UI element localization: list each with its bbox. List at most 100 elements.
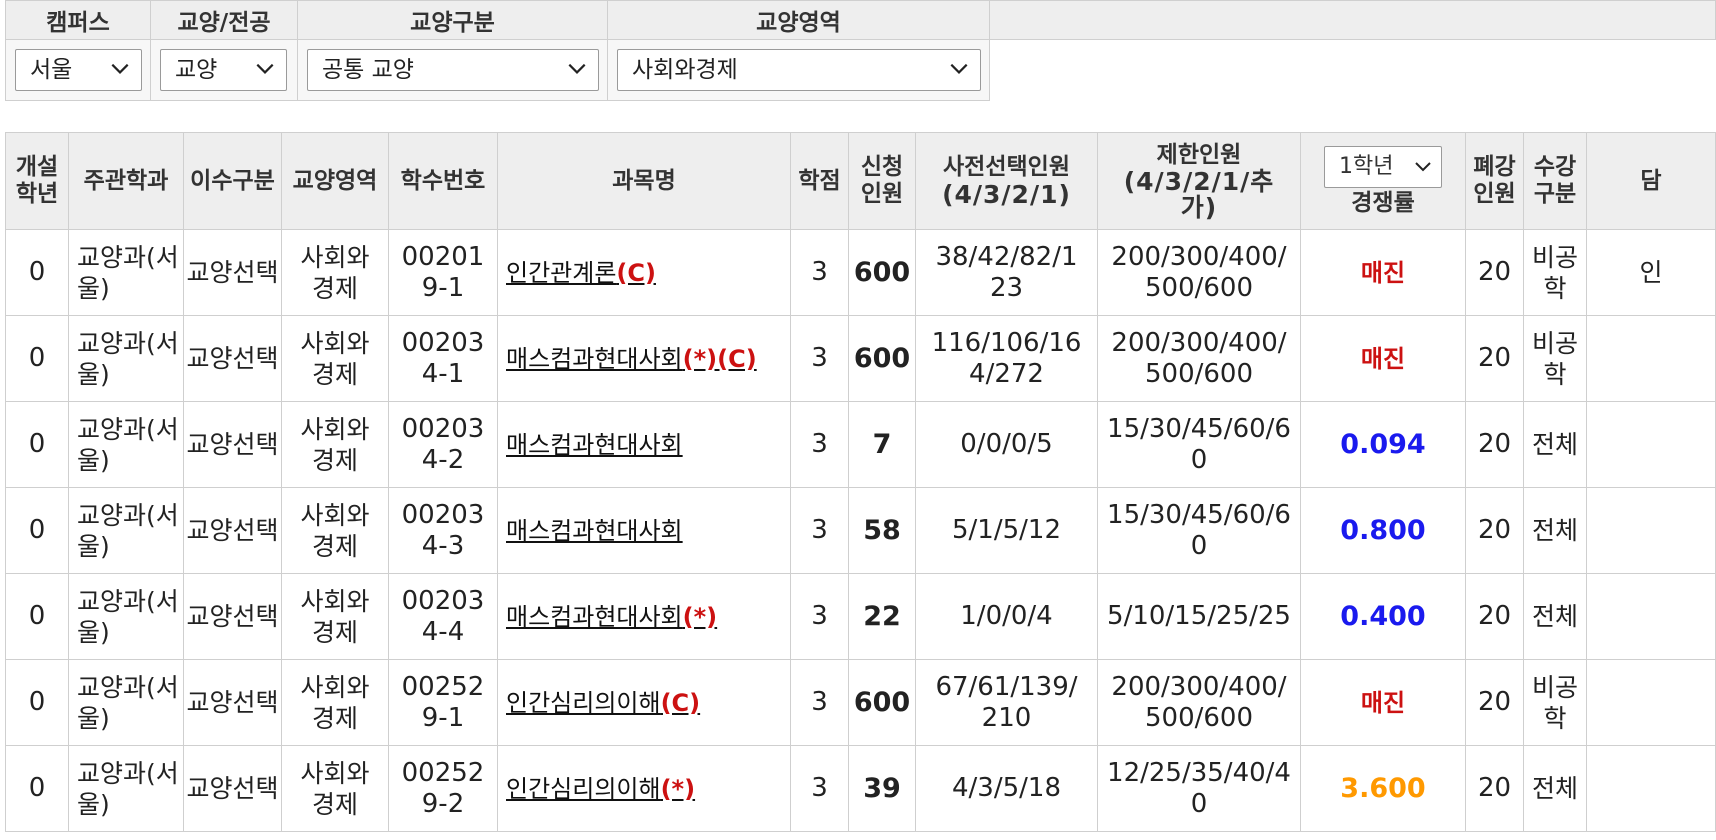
cell-preselect: 1/0/0/4: [915, 573, 1098, 660]
cell-course-name: 매스컴과현대사회(*)(C): [497, 315, 791, 402]
cell-competition: 0.400: [1300, 573, 1466, 660]
cell-department: 교양과(서울): [68, 573, 184, 660]
cell-competition: 매진: [1300, 315, 1466, 402]
col-department: 주관학과: [68, 132, 184, 230]
campus-filter-label: 캠퍼스: [5, 0, 151, 40]
course-link[interactable]: 인간관계론(C): [506, 258, 656, 287]
cell-completion: 교양선택: [183, 745, 282, 832]
cell-competition: 매진: [1300, 659, 1466, 746]
course-link[interactable]: 매스컴과현대사회: [506, 430, 683, 459]
cell-completion: 교양선택: [183, 315, 282, 402]
category-filter-label: 교양구분: [297, 0, 608, 40]
cell-area: 사회와경제: [281, 745, 389, 832]
grade-select-value: 1학년: [1339, 153, 1394, 179]
cell-applicants: 58: [848, 487, 916, 574]
cell-completion: 교양선택: [183, 487, 282, 574]
table-row: 0 교양과(서울) 교양선택 사회와경제 002034-2 매스컴과현대사회 3 7 0/0/0…: [5, 401, 1716, 488]
cell-credits: 3: [790, 487, 849, 574]
cell-grade-year: 0: [5, 401, 69, 488]
table-row: 0 교양과(서울) 교양선택 사회와경제 002019-1 인간관계론(C) 3 600 38/…: [5, 229, 1716, 316]
cell-applicants: 39: [848, 745, 916, 832]
type-filter-label: 교양/전공: [150, 0, 298, 40]
col-cancel: 폐강인원: [1465, 132, 1524, 230]
cell-course-no: 002034-3: [388, 487, 498, 574]
cell-cancel: 20: [1465, 315, 1524, 402]
chevron-down-icon: [950, 63, 968, 74]
cell-applicants: 7: [848, 401, 916, 488]
chevron-down-icon: [1415, 161, 1431, 171]
grade-select[interactable]: 1학년: [1324, 145, 1442, 188]
cell-completion: 교양선택: [183, 659, 282, 746]
cell-cancel: 20: [1465, 659, 1524, 746]
course-link[interactable]: 인간심리의이해(C): [506, 688, 701, 717]
cell-grade-year: 0: [5, 315, 69, 402]
cell-next-cut: [1586, 315, 1716, 402]
course-results-table: 개설학년 주관학과 이수구분 교양영역 학수번호 과목명 학점 신청인원 사전선…: [5, 132, 1716, 832]
cell-cancel: 20: [1465, 401, 1524, 488]
type-select[interactable]: 교양: [160, 49, 287, 91]
cell-credits: 3: [790, 573, 849, 660]
area-filter-label: 교양영역: [607, 0, 990, 40]
cell-next-cut: [1586, 659, 1716, 746]
table-row: 0 교양과(서울) 교양선택 사회와경제 002529-2 인간심리의이해(*) 3 39 4/…: [5, 745, 1716, 832]
cell-applicants: 600: [848, 229, 916, 316]
table-row: 0 교양과(서울) 교양선택 사회와경제 002034-3 매스컴과현대사회 3 58 5/1/…: [5, 487, 1716, 574]
cell-limit: 15/30/45/60/60: [1097, 401, 1301, 488]
cell-area: 사회와경제: [281, 487, 389, 574]
cell-credits: 3: [790, 659, 849, 746]
cell-enroll-type: 비공학: [1523, 229, 1587, 316]
course-link[interactable]: 매스컴과현대사회: [506, 516, 683, 545]
cell-preselect: 5/1/5/12: [915, 487, 1098, 574]
cell-area: 사회와경제: [281, 229, 389, 316]
course-link[interactable]: 인간심리의이해(*): [506, 774, 696, 803]
cell-preselect: 4/3/5/18: [915, 745, 1098, 832]
cell-department: 교양과(서울): [68, 401, 184, 488]
cell-cancel: 20: [1465, 573, 1524, 660]
category-select-value: 공통 교양: [322, 57, 414, 83]
table-row: 0 교양과(서울) 교양선택 사회와경제 002034-4 매스컴과현대사회(*) 3 22 1…: [5, 573, 1716, 660]
competition-rate: 매진: [1360, 258, 1406, 287]
cell-cancel: 20: [1465, 487, 1524, 574]
cell-next-cut: 인: [1586, 229, 1716, 316]
cell-course-no: 002019-1: [388, 229, 498, 316]
cell-course-name: 인간심리의이해(*): [497, 745, 791, 832]
cell-department: 교양과(서울): [68, 745, 184, 832]
col-preselect: 사전선택인원 (4/3/2/1): [915, 132, 1098, 230]
table-header-row: 개설학년 주관학과 이수구분 교양영역 학수번호 과목명 학점 신청인원 사전선…: [5, 132, 1716, 230]
cell-competition: 매진: [1300, 229, 1466, 316]
cell-course-no: 002529-1: [388, 659, 498, 746]
course-link[interactable]: 매스컴과현대사회(*)(C): [506, 344, 757, 373]
competition-rate: 0.800: [1340, 515, 1426, 546]
cell-grade-year: 0: [5, 659, 69, 746]
course-tag: (C): [616, 258, 656, 287]
competition-rate: 매진: [1360, 688, 1406, 717]
cell-limit: 15/30/45/60/60: [1097, 487, 1301, 574]
cell-enroll-type: 전체: [1523, 745, 1587, 832]
area-select[interactable]: 사회와경제: [617, 49, 981, 91]
cell-applicants: 600: [848, 315, 916, 402]
cell-credits: 3: [790, 745, 849, 832]
cell-course-no: 002529-2: [388, 745, 498, 832]
cell-credits: 3: [790, 229, 849, 316]
col-limit: 제한인원 (4/3/2/1/추가): [1097, 132, 1301, 230]
competition-rate: 0.400: [1340, 601, 1426, 632]
table-row: 0 교양과(서울) 교양선택 사회와경제 002529-1 인간심리의이해(C) 3 600 6…: [5, 659, 1716, 746]
cell-department: 교양과(서울): [68, 315, 184, 402]
cell-credits: 3: [790, 315, 849, 402]
filter-header-spacer: [989, 0, 1716, 40]
cell-department: 교양과(서울): [68, 659, 184, 746]
cell-department: 교양과(서울): [68, 487, 184, 574]
cell-credits: 3: [790, 401, 849, 488]
cell-department: 교양과(서울): [68, 229, 184, 316]
course-link[interactable]: 매스컴과현대사회(*): [506, 602, 718, 631]
cell-competition: 3.600: [1300, 745, 1466, 832]
cell-preselect: 38/42/82/123: [915, 229, 1098, 316]
cell-area: 사회와경제: [281, 573, 389, 660]
cell-area: 사회와경제: [281, 401, 389, 488]
category-select[interactable]: 공통 교양: [307, 49, 599, 91]
cell-enroll-type: 전체: [1523, 401, 1587, 488]
cell-cancel: 20: [1465, 229, 1524, 316]
cell-course-name: 인간심리의이해(C): [497, 659, 791, 746]
campus-select[interactable]: 서울: [15, 49, 142, 91]
cell-next-cut: [1586, 487, 1716, 574]
